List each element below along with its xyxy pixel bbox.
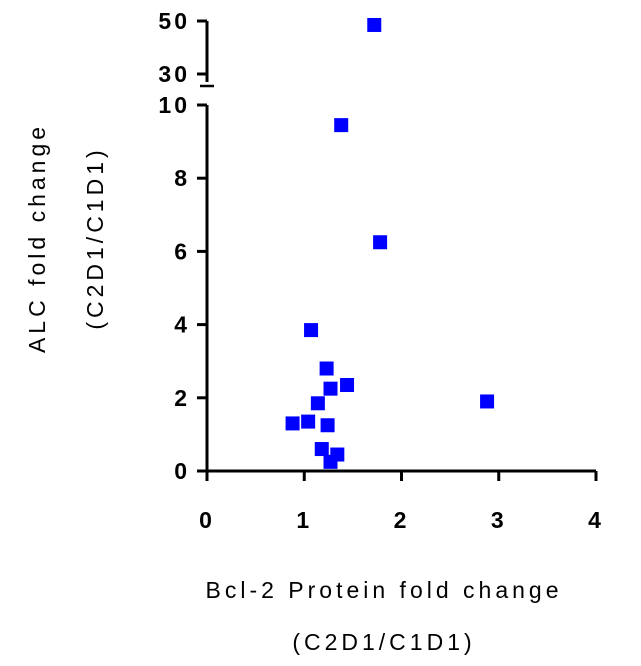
- y-ticks: 0 2 4 6 8 10 30 50: [158, 8, 207, 484]
- axes: [200, 21, 596, 473]
- y-axis-title-line-2: (C2D1/C1D1): [82, 146, 108, 329]
- y-tick-label: 50: [158, 8, 190, 34]
- x-axis-title-line-1: Bcl-2 Protein fold change: [206, 577, 563, 603]
- data-point: [340, 377, 355, 392]
- y-tick-label: 2: [174, 385, 190, 411]
- data-point: [334, 118, 349, 133]
- x-tick-label: 2: [394, 507, 410, 533]
- data-points: [285, 17, 495, 469]
- data-point: [301, 414, 316, 429]
- data-point: [319, 361, 334, 376]
- x-tick-label: 3: [491, 507, 507, 533]
- data-point: [367, 17, 382, 32]
- data-point: [320, 418, 335, 433]
- x-tick-label: 4: [588, 507, 604, 533]
- data-point: [480, 394, 495, 409]
- data-point: [285, 416, 300, 431]
- y-tick-label: 10: [158, 92, 190, 118]
- x-ticks: 0 1 2 3 4: [199, 471, 604, 533]
- x-tick-label: 1: [296, 507, 312, 533]
- y-tick-label: 30: [158, 61, 190, 87]
- data-point: [304, 323, 319, 338]
- y-tick-label: 8: [174, 165, 190, 191]
- data-point: [323, 454, 338, 469]
- data-point: [373, 235, 388, 250]
- y-tick-label: 0: [174, 458, 190, 484]
- data-point: [310, 396, 325, 411]
- data-point: [323, 381, 338, 396]
- y-axis-title-line-1: ALC fold change: [24, 123, 50, 353]
- y-tick-label: 6: [174, 238, 190, 264]
- x-tick-label: 0: [199, 507, 215, 533]
- x-axis-title-line-2: (C2D1/C1D1): [292, 629, 475, 655]
- y-tick-label: 4: [174, 312, 190, 338]
- data-point: [314, 442, 329, 457]
